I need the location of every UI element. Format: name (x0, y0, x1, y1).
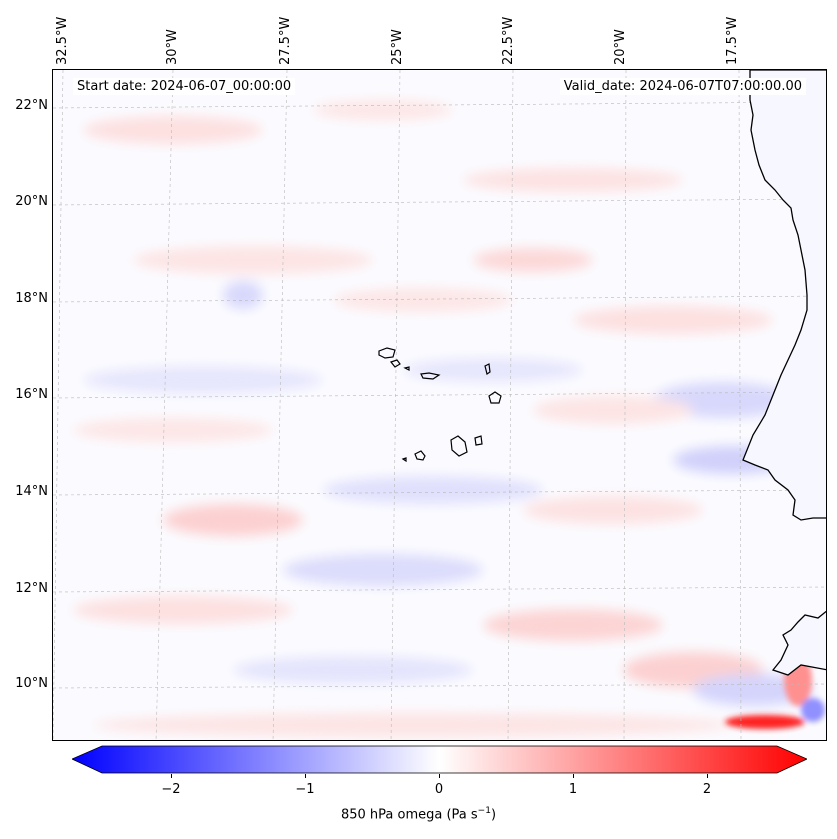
lat-label-12n: 12°N (15, 581, 48, 596)
colorbar-label-suffix: ) (490, 807, 497, 823)
valid-date-label: Valid_date: 2024-06-07T07:00:00.00 (559, 78, 806, 95)
colorbar (71, 745, 808, 775)
lat-label-22n: 22°N (15, 98, 48, 113)
colorbar-tick: 2 (702, 782, 712, 797)
colorbar-label-exponent: −1 (477, 806, 491, 816)
lon-label-22-5w: 22.5°W (501, 16, 516, 65)
lon-label-27-5w: 27.5°W (278, 16, 293, 65)
colorbar-tick: −1 (295, 782, 315, 797)
graticule (53, 70, 826, 740)
map-panel: Start date: 2024-06-07_00:00:00 Valid_da… (52, 69, 827, 741)
omega-field-map (53, 70, 826, 740)
lon-label-25w: 25°W (390, 29, 405, 65)
cape-verde-islands (378, 347, 502, 463)
colorbar-tick: −2 (161, 782, 181, 797)
colorbar-label-text: 850 hPa omega (Pa s (340, 807, 478, 823)
lon-label-20w: 20°W (613, 29, 628, 65)
lat-label-16n: 16°N (15, 387, 48, 402)
lat-label-20n: 20°N (15, 194, 48, 209)
lat-label-14n: 14°N (15, 484, 48, 499)
colorbar-tick: 1 (568, 782, 578, 797)
colorbar-label: 850 hPa omega (Pa s−1) (0, 806, 837, 822)
lat-label-18n: 18°N (15, 291, 48, 306)
lon-label-30w: 30°W (165, 29, 180, 65)
lat-label-10n: 10°N (15, 676, 48, 691)
start-date-label: Start date: 2024-06-07_00:00:00 (73, 78, 296, 95)
lon-label-17-5w: 17.5°W (725, 16, 740, 65)
lon-label-32-5w: 32.5°W (55, 16, 70, 65)
africa-coastline (742, 70, 826, 676)
omega-field-shading (73, 100, 813, 737)
colorbar-tick: 0 (434, 782, 444, 797)
